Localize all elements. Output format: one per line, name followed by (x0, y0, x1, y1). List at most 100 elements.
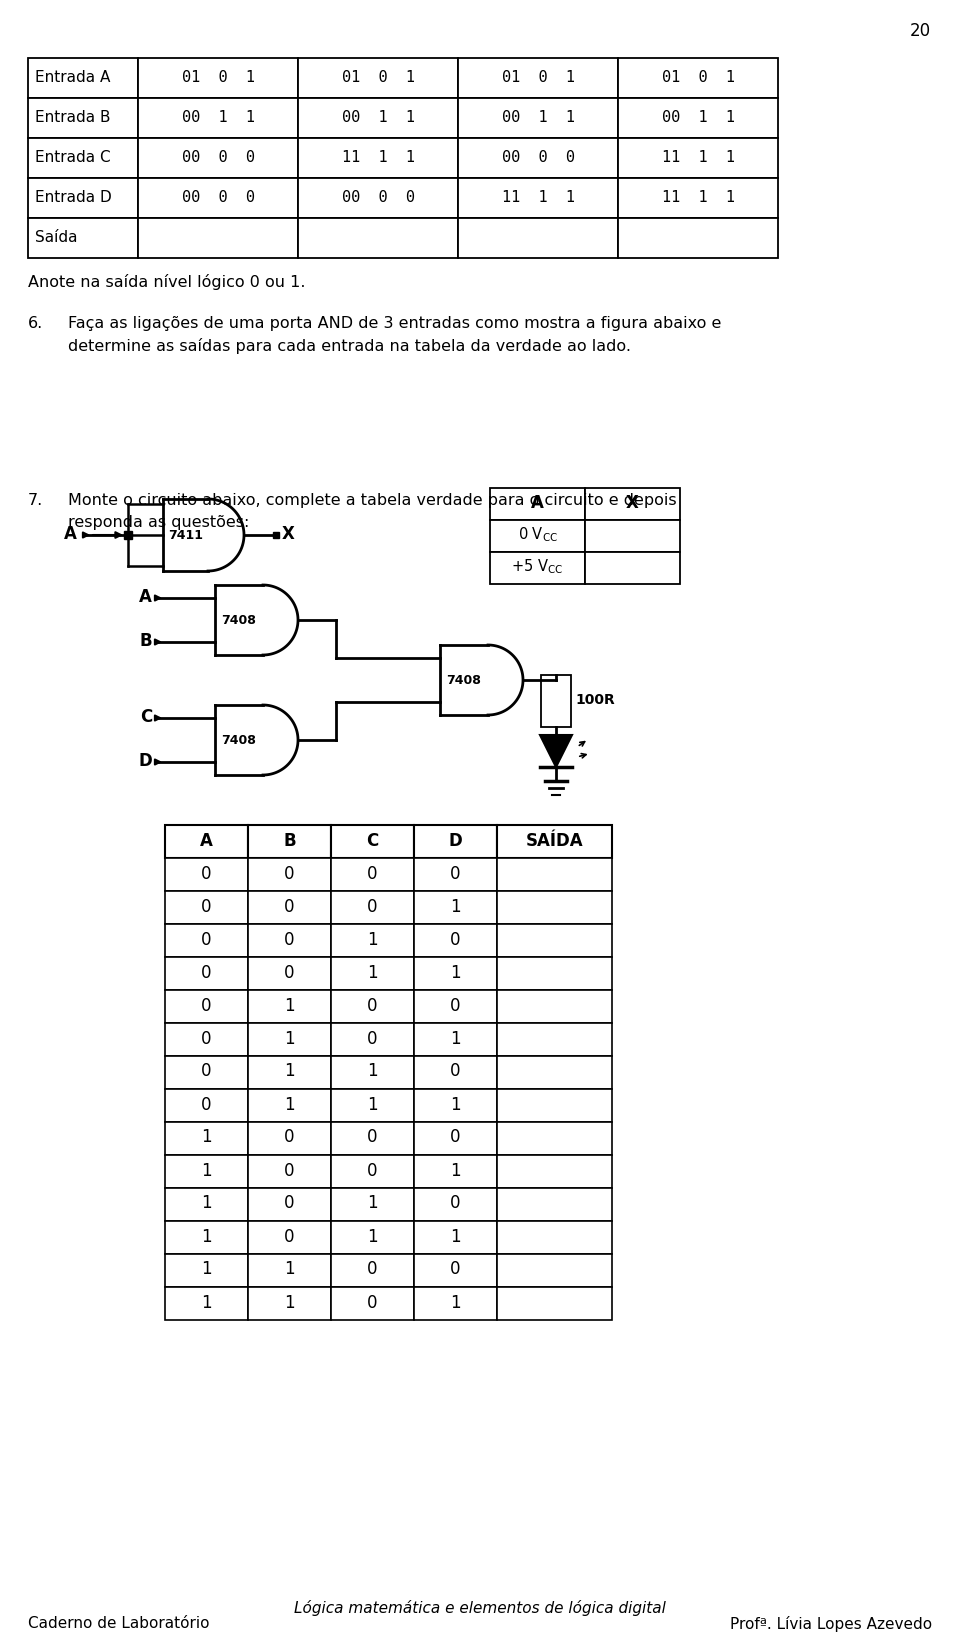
Text: 0: 0 (450, 931, 461, 949)
Text: 7408: 7408 (222, 733, 256, 747)
Bar (618, 58, 778, 97)
Bar (497, 1287, 612, 1320)
Text: 0: 0 (368, 997, 377, 1015)
Bar (165, 1023, 248, 1056)
Bar (165, 1056, 248, 1089)
Text: 1: 1 (284, 997, 295, 1015)
Bar (497, 1122, 612, 1155)
Bar (165, 925, 248, 957)
Bar (138, 218, 298, 259)
Text: 1: 1 (367, 931, 378, 949)
Bar (248, 1155, 331, 1188)
Bar (248, 1254, 331, 1287)
Bar (458, 97, 618, 138)
Text: C: C (367, 832, 378, 849)
Bar (248, 859, 331, 892)
Bar (298, 97, 458, 138)
Text: 1: 1 (367, 1063, 378, 1081)
Text: 1: 1 (202, 1195, 212, 1213)
Text: 0: 0 (202, 1063, 212, 1081)
Text: 0 V$_\mathrm{CC}$: 0 V$_\mathrm{CC}$ (517, 526, 558, 544)
Text: B: B (139, 631, 152, 649)
Bar (414, 925, 497, 957)
Text: 0: 0 (450, 1195, 461, 1213)
Bar (138, 178, 298, 218)
Text: B: B (283, 832, 296, 849)
Bar (165, 1221, 248, 1254)
Bar (414, 859, 497, 892)
Bar (490, 552, 585, 583)
Bar (138, 97, 298, 138)
Text: A: A (531, 494, 544, 513)
Bar (298, 138, 458, 178)
Bar (248, 1122, 331, 1155)
Text: 11  1  1: 11 1 1 (661, 190, 734, 204)
Bar (28, 58, 138, 97)
Bar (458, 178, 618, 218)
Text: X: X (626, 494, 639, 513)
Text: 00  0  0: 00 0 0 (501, 150, 574, 165)
Bar (497, 826, 612, 859)
Bar (331, 859, 414, 892)
Text: 0: 0 (368, 1294, 377, 1312)
Bar (331, 1254, 414, 1287)
Bar (497, 859, 612, 892)
Polygon shape (540, 735, 572, 766)
Bar (618, 97, 778, 138)
Text: Profª. Lívia Lopes Azevedo: Profª. Lívia Lopes Azevedo (730, 1617, 932, 1632)
Bar (248, 1089, 331, 1122)
Bar (331, 957, 414, 990)
Text: 11  1  1: 11 1 1 (501, 190, 574, 204)
Text: 0: 0 (202, 1030, 212, 1048)
Text: 00  1  1: 00 1 1 (181, 109, 254, 125)
Bar (497, 892, 612, 925)
Text: 0: 0 (202, 1096, 212, 1114)
Text: 1: 1 (450, 898, 461, 916)
Bar (414, 990, 497, 1023)
Text: 1: 1 (284, 1294, 295, 1312)
Bar (414, 1287, 497, 1320)
Bar (248, 1188, 331, 1221)
Bar (28, 218, 138, 259)
Text: 1: 1 (284, 1030, 295, 1048)
Text: A: A (64, 526, 77, 542)
Bar (248, 1221, 331, 1254)
Text: 1: 1 (202, 1162, 212, 1180)
Bar (165, 892, 248, 925)
Bar (585, 521, 680, 552)
Bar (414, 1056, 497, 1089)
Bar (541, 676, 571, 727)
Bar (497, 1188, 612, 1221)
Text: 00  1  1: 00 1 1 (661, 109, 734, 125)
Bar (248, 1287, 331, 1320)
Bar (414, 1089, 497, 1122)
Bar (248, 1056, 331, 1089)
Bar (28, 178, 138, 218)
Text: +5 V$_\mathrm{CC}$: +5 V$_\mathrm{CC}$ (512, 557, 564, 577)
Bar (138, 138, 298, 178)
Bar (497, 990, 612, 1023)
Bar (28, 138, 138, 178)
Text: 7408: 7408 (222, 613, 256, 626)
Bar (458, 58, 618, 97)
Text: 0: 0 (450, 865, 461, 882)
Text: 0: 0 (284, 898, 295, 916)
Bar (414, 1155, 497, 1188)
Bar (414, 1122, 497, 1155)
Text: 00  0  0: 00 0 0 (342, 190, 415, 204)
Text: 0: 0 (284, 1195, 295, 1213)
Text: 1: 1 (450, 1096, 461, 1114)
Text: Caderno de Laboratório: Caderno de Laboratório (28, 1617, 209, 1632)
Text: 00  0  0: 00 0 0 (181, 190, 254, 204)
Bar (490, 521, 585, 552)
Bar (165, 990, 248, 1023)
Bar (165, 826, 248, 859)
Text: 1: 1 (202, 1261, 212, 1279)
Bar (331, 1221, 414, 1254)
Bar (497, 1254, 612, 1287)
Text: 0: 0 (368, 865, 377, 882)
Bar (165, 957, 248, 990)
Text: 1: 1 (367, 1228, 378, 1246)
Bar (248, 826, 331, 859)
Text: 01  0  1: 01 0 1 (342, 69, 415, 84)
